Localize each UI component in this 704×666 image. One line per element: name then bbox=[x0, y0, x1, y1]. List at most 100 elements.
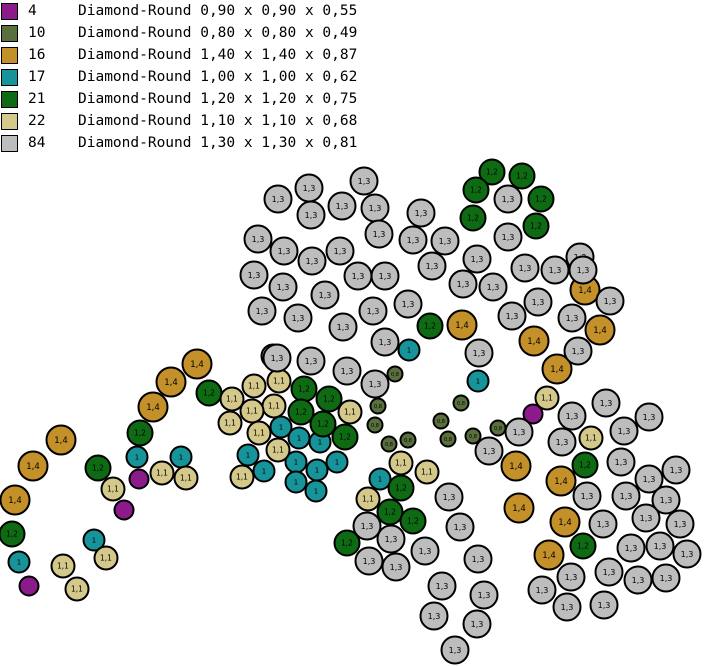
stone-circle bbox=[229, 464, 255, 490]
stone-label: 1 bbox=[407, 346, 411, 354]
stone-circle bbox=[508, 162, 536, 190]
legend-description: Diamond-Round 1,20 x 1,20 x 0,75 bbox=[78, 91, 358, 107]
stone-label: 1,3 bbox=[337, 323, 350, 332]
stone-1-3: 1,3 bbox=[325, 236, 355, 266]
stone-circle bbox=[137, 391, 169, 423]
stone-circle bbox=[239, 260, 269, 290]
stone-label: 1,3 bbox=[252, 235, 265, 244]
legend-description: Diamond-Round 1,30 x 1,30 x 0,81 bbox=[78, 135, 358, 151]
stone-label: 1,3 bbox=[681, 550, 694, 559]
stone-1-3: 1,3 bbox=[370, 261, 400, 291]
stone-1-3: 1,3 bbox=[572, 481, 602, 511]
stone-label: 1,3 bbox=[502, 233, 515, 242]
stone-1-3: 1,3 bbox=[376, 524, 406, 554]
stone-1-1: 1,1 bbox=[173, 465, 199, 491]
stone-1-0: 1 bbox=[236, 443, 260, 467]
stone-label: 1,3 bbox=[566, 412, 579, 421]
stone-0-8: 0,8 bbox=[452, 394, 470, 412]
legend-row: 22 Diamond-Round 1,10 x 1,10 x 0,68 bbox=[0, 110, 420, 132]
stone-circle bbox=[410, 536, 440, 566]
stone-1-3: 1,3 bbox=[406, 198, 436, 228]
stone-1-3: 1,3 bbox=[283, 303, 313, 333]
stone-1-3: 1,3 bbox=[296, 346, 326, 376]
legend-swatch bbox=[1, 134, 18, 152]
stone-circle bbox=[388, 450, 414, 476]
stone-label: 1,4 bbox=[509, 462, 523, 472]
stone-circle bbox=[243, 224, 273, 254]
stone-label: 1,3 bbox=[402, 300, 415, 309]
stone-1-0: 1 bbox=[304, 479, 328, 503]
legend-row: 16 Diamond-Round 1,40 x 1,40 x 0,87 bbox=[0, 44, 420, 66]
stone-label: 1,3 bbox=[419, 547, 432, 556]
stone-1-3: 1,3 bbox=[478, 272, 508, 302]
stone-1-2: 1,2 bbox=[459, 204, 487, 232]
stone-label: 1,3 bbox=[361, 522, 374, 531]
stone-1-2: 1,2 bbox=[462, 176, 490, 204]
stone-1-3: 1,3 bbox=[523, 287, 553, 317]
stone-label: 1,3 bbox=[319, 291, 332, 300]
stone-1-1: 1,1 bbox=[355, 486, 381, 512]
stone-label: 1,3 bbox=[248, 271, 261, 280]
stone-1-3: 1,3 bbox=[410, 536, 440, 566]
stone-1-3: 1,3 bbox=[239, 260, 269, 290]
stone-circle bbox=[354, 546, 384, 576]
stone-1-3: 1,3 bbox=[651, 563, 681, 593]
stone-label: 1,3 bbox=[292, 314, 305, 323]
stone-label: 1,3 bbox=[519, 264, 532, 273]
stone-label: 1,2 bbox=[295, 408, 307, 417]
stone-label: 1,1 bbox=[236, 473, 248, 482]
stone-label: 1,1 bbox=[71, 585, 83, 594]
stone-1-3: 1,3 bbox=[568, 255, 598, 285]
stone-label: 1 bbox=[378, 475, 382, 483]
stone-label: 1,3 bbox=[561, 603, 574, 612]
stone-1-2: 1,2 bbox=[84, 454, 112, 482]
stone-1-1: 1,1 bbox=[217, 410, 243, 436]
stone-1-3: 1,3 bbox=[634, 402, 664, 432]
stone-label: 1,3 bbox=[556, 438, 569, 447]
stone-circle bbox=[0, 484, 31, 516]
legend-row: 10 Diamond-Round 0,80 x 0,80 x 0,49 bbox=[0, 22, 420, 44]
stone-1-3: 1,3 bbox=[611, 481, 641, 511]
stone-label: 1,1 bbox=[344, 408, 356, 417]
stone-1-1: 1,1 bbox=[265, 437, 291, 463]
stone-label: 1,3 bbox=[572, 347, 585, 356]
stone-label: 1,3 bbox=[390, 563, 403, 572]
stone-circle bbox=[572, 481, 602, 511]
stone-circle bbox=[297, 246, 327, 276]
stone-1-1: 1,1 bbox=[337, 399, 363, 425]
stone-circle bbox=[545, 465, 577, 497]
stone-label: 1,1 bbox=[100, 554, 112, 563]
stone-label: 1,1 bbox=[395, 459, 407, 468]
stone-circle bbox=[459, 204, 487, 232]
stone-1-3: 1,3 bbox=[434, 482, 464, 512]
stone-label: 1 bbox=[92, 536, 96, 544]
stone-1-3: 1,3 bbox=[393, 289, 423, 319]
stone-1-3: 1,3 bbox=[493, 222, 523, 252]
stone-circle bbox=[493, 222, 523, 252]
stone-1-0: 1 bbox=[82, 528, 106, 552]
legend-description: Diamond-Round 0,80 x 0,80 x 0,49 bbox=[78, 25, 358, 41]
stone-circle bbox=[325, 450, 349, 474]
stone-label: 1,2 bbox=[530, 222, 542, 231]
legend-row: 17 Diamond-Round 1,00 x 1,00 x 0,62 bbox=[0, 66, 420, 88]
stone-circle bbox=[634, 464, 664, 494]
stone-circle bbox=[645, 531, 675, 561]
stone-label: 1,3 bbox=[654, 542, 667, 551]
stone-label: 1,2 bbox=[395, 484, 407, 493]
stone-label: 1,1 bbox=[585, 434, 597, 443]
stone-circle bbox=[399, 507, 427, 535]
stone-1-3: 1,3 bbox=[462, 609, 492, 639]
stone-0-8: 0,8 bbox=[439, 430, 457, 448]
stone-label: 1,3 bbox=[443, 493, 456, 502]
legend-swatch bbox=[1, 46, 18, 64]
stone-1-0: 1 bbox=[169, 445, 193, 469]
stone-1-3: 1,3 bbox=[616, 533, 646, 563]
stone-label: 1,3 bbox=[472, 555, 485, 564]
stone-label: 0,8 bbox=[437, 419, 445, 425]
stone-circle bbox=[547, 427, 577, 457]
stone-circle bbox=[246, 420, 272, 446]
stone-label: 1 bbox=[294, 478, 298, 486]
stone-1-2: 1,2 bbox=[569, 532, 597, 560]
stone-circle bbox=[327, 191, 357, 221]
stone-circle bbox=[588, 509, 618, 539]
